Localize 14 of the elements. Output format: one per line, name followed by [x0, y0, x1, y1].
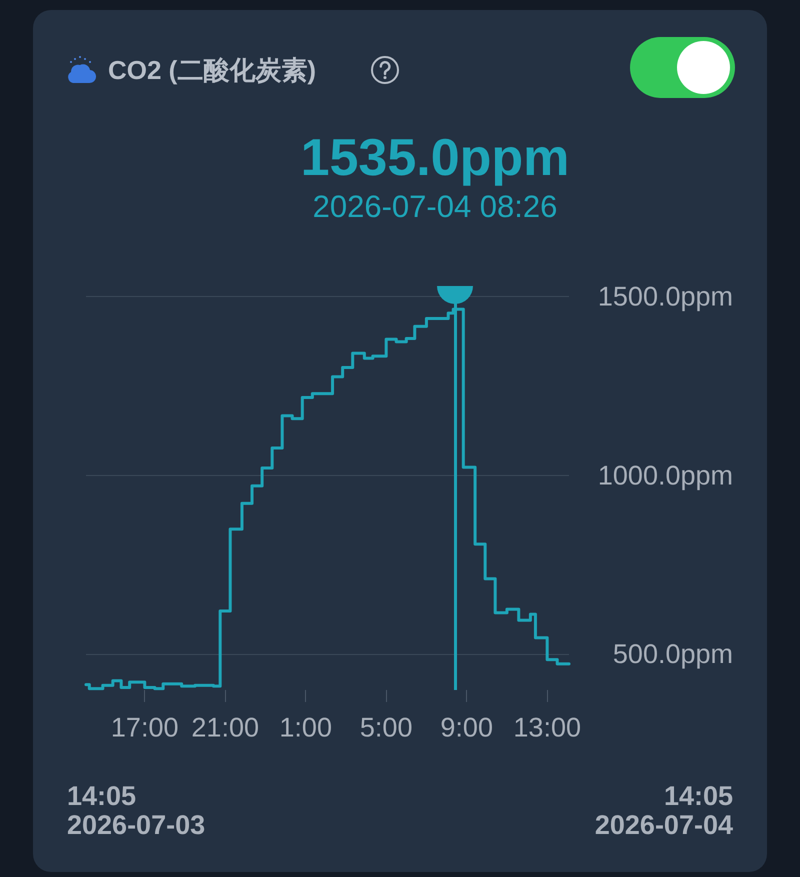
text: 14:05 2026-07-03 [67, 781, 206, 840]
chart-title: CO2 (二酸化炭素) [108, 54, 316, 86]
x-tick-label: 5:00 [360, 712, 412, 742]
x-tick-label: 1:00 [279, 712, 332, 742]
text: 14:05 2026-07-04 [594, 781, 733, 840]
text: 2026-07-04 08:26 [312, 189, 558, 225]
y-tick-label: 500.0ppm [612, 639, 733, 670]
y-tick-label: 1000.0ppm [598, 460, 733, 490]
text: 1535.0ppm [300, 128, 570, 189]
y-tick-label: 1500.0ppm [598, 282, 733, 312]
x-tick-label: 21:00 [191, 712, 259, 742]
x-tick-label: 17:00 [110, 712, 178, 742]
x-tick-label: 13:00 [513, 712, 581, 742]
x-tick-label: 9:00 [440, 712, 493, 742]
